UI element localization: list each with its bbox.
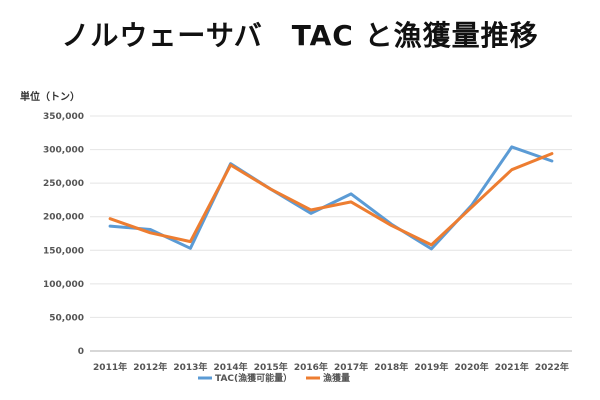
series-line-catch [108, 152, 554, 247]
x-tick-label: 2020年 [455, 361, 489, 373]
x-tick-label: 2018年 [374, 361, 408, 373]
legend: TAC(漁獲可能量） 漁獲量 [198, 372, 350, 384]
y-tick-label: 300,000 [43, 146, 84, 156]
series-lines [108, 145, 554, 251]
y-tick-label: 100,000 [43, 280, 84, 290]
x-tick-label: 2014年 [214, 361, 248, 373]
y-tick-label: 250,000 [43, 179, 84, 189]
y-tick-label: 350,000 [43, 112, 84, 122]
y-tick-label: 50,000 [49, 313, 84, 323]
x-tick-label: 2015年 [254, 361, 288, 373]
legend-item-catch-label: 漁獲量 [323, 372, 350, 384]
x-axis-ticks: 2011年 2012年 2013年 2014年 2015年 2016年 2017年 2018年… [93, 361, 569, 373]
y-axis-ticks: 0 50,000 100,000 150,000 200,000 250,000 300,0… [43, 112, 84, 357]
x-tick-label: 2016年 [294, 361, 328, 373]
x-tick-label: 2019年 [414, 361, 448, 373]
legend-item-tac-label: TAC(漁獲可能量） [215, 372, 292, 384]
series-line-tac [108, 145, 554, 251]
x-tick-label: 2017年 [334, 361, 368, 373]
y-tick-label: 0 [78, 347, 84, 357]
y-tick-label: 200,000 [43, 213, 84, 223]
x-tick-label: 2011年 [93, 361, 127, 373]
x-tick-label: 2021年 [495, 361, 529, 373]
y-tick-label: 150,000 [43, 246, 84, 256]
x-tick-label: 2022年 [535, 361, 569, 373]
grid-lines [90, 115, 572, 352]
page-title: ノルウェーサバ TAC と漁獲量推移 [61, 19, 539, 52]
x-tick-label: 2013年 [173, 361, 207, 373]
y-axis-unit-label: 単位（トン） [20, 92, 80, 103]
x-tick-label: 2012年 [133, 361, 167, 373]
